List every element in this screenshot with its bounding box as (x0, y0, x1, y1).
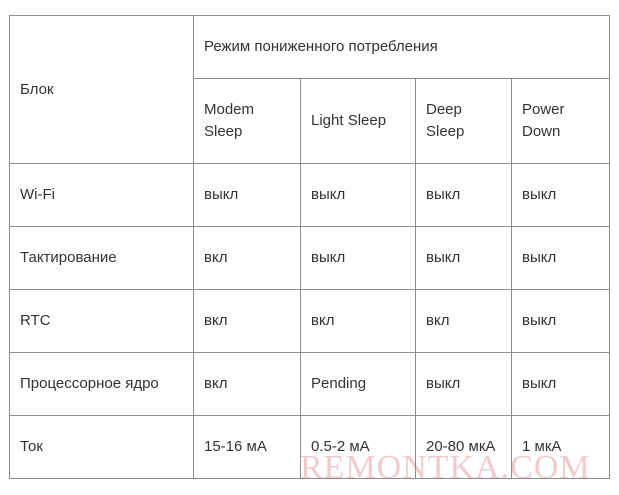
block-header: Блок (9, 15, 194, 164)
row-label: Wi-Fi (9, 163, 194, 227)
table-row: Процессорное ядро вкл Pending выкл выкл (9, 352, 611, 416)
table-cell: вкл (415, 289, 512, 353)
mode-header-power-down: Power Down (510, 78, 611, 164)
row-label: Процессорное ядро (9, 352, 194, 416)
table-row: Тактирование вкл выкл выкл выкл (9, 226, 611, 290)
table-cell: вкл (193, 352, 301, 416)
table-row: RTC вкл вкл вкл выкл (9, 289, 611, 353)
table-cell: выкл (510, 352, 611, 416)
table-cell: 20-80 мкА (415, 415, 512, 479)
row-label: RTC (9, 289, 194, 353)
table-cell: выкл (415, 163, 512, 227)
mode-header-modem-sleep: Modem Sleep (193, 78, 301, 164)
power-modes-table: Блок Режим пониженного потребления Modem… (9, 15, 611, 479)
mode-group-header: Режим пониженного потребления (192, 15, 611, 79)
table-cell: 0.5-2 мА (300, 415, 416, 479)
table-cell: выкл (193, 163, 301, 227)
mode-header-deep-sleep: Deep Sleep (415, 78, 512, 164)
mode-header-light-sleep: Light Sleep (300, 78, 416, 164)
table-cell: вкл (193, 289, 301, 353)
table-cell: Pending (300, 352, 416, 416)
table-cell: выкл (300, 226, 416, 290)
table-cell: выкл (510, 289, 611, 353)
header-row-modes: Modem Sleep Light Sleep Deep Sleep Power… (10, 78, 611, 164)
table-cell: 15-16 мА (193, 415, 301, 479)
row-label: Тактирование (9, 226, 194, 290)
table-cell: выкл (415, 352, 512, 416)
table-cell: вкл (300, 289, 416, 353)
table-cell: вкл (193, 226, 301, 290)
table-cell: выкл (510, 163, 611, 227)
table-cell: выкл (510, 226, 611, 290)
table-cell: выкл (415, 226, 512, 290)
header-row-group: Блок Режим пониженного потребления (9, 15, 611, 164)
table-row: Wi-Fi выкл выкл выкл выкл (9, 163, 611, 227)
row-label: Ток (9, 415, 194, 479)
table-cell: выкл (300, 163, 416, 227)
table-row: Ток 15-16 мА 0.5-2 мА 20-80 мкА 1 мкА (9, 415, 611, 479)
table-cell: 1 мкА (510, 415, 611, 479)
